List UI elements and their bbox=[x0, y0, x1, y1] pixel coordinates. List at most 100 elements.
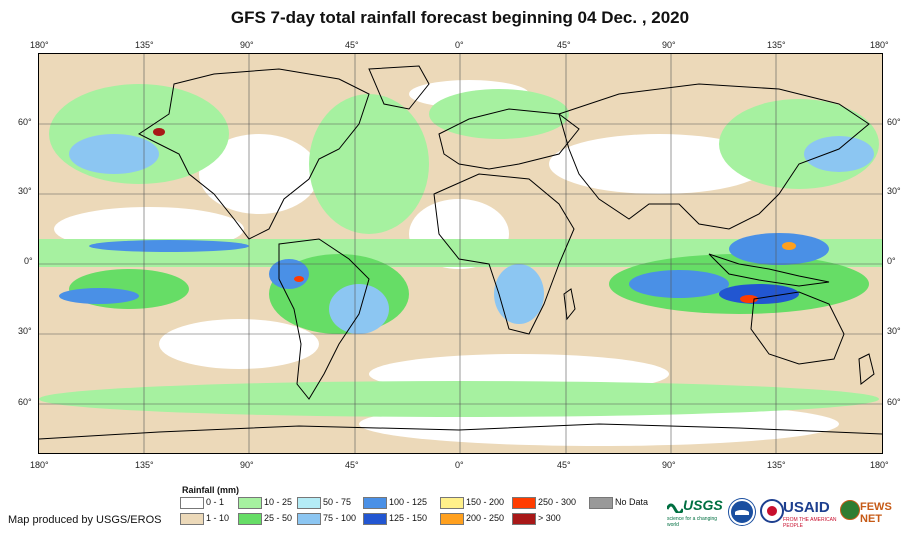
map-title: GFS 7-day total rainfall forecast beginn… bbox=[230, 8, 690, 27]
legend-swatch bbox=[297, 497, 321, 509]
bottom-lon-label: 135° bbox=[767, 460, 786, 470]
top-lon-label: 180° bbox=[870, 40, 889, 50]
left-lat-label: 60° bbox=[18, 397, 32, 407]
rainfall-area bbox=[329, 284, 389, 334]
legend-label: 250 - 300 bbox=[538, 497, 577, 507]
usaid-logo: USAID FROM THE AMERICAN PEOPLE bbox=[783, 499, 843, 529]
north-america-outline bbox=[138, 68, 370, 240]
left-lat-label: 30° bbox=[18, 326, 32, 336]
right-lat-label: 60° bbox=[887, 397, 901, 407]
legend-swatch bbox=[589, 497, 613, 509]
right-lat-label: 30° bbox=[887, 186, 901, 196]
bottom-lon-label: 45° bbox=[557, 460, 571, 470]
legend-label: 10 - 25 bbox=[264, 497, 293, 507]
coastlines bbox=[39, 65, 882, 440]
top-lon-label: 180° bbox=[30, 40, 49, 50]
usaid-text: USAID bbox=[783, 499, 830, 516]
top-lon-label: 90° bbox=[240, 40, 254, 50]
rainfall-area bbox=[269, 259, 309, 289]
legend-label: 200 - 250 bbox=[466, 513, 505, 523]
legend-swatch bbox=[363, 513, 387, 525]
bottom-lon-label: 135° bbox=[135, 460, 154, 470]
rainfall-map[interactable] bbox=[38, 53, 883, 454]
top-lon-label: 90° bbox=[662, 40, 676, 50]
fewsnet-text: FEWS NET bbox=[860, 501, 892, 525]
rainfall-area bbox=[89, 240, 249, 252]
madagascar-outline bbox=[563, 288, 576, 321]
legend-label: 25 - 50 bbox=[264, 513, 293, 523]
top-lon-label: 45° bbox=[345, 40, 359, 50]
legend-label: 125 - 150 bbox=[389, 513, 428, 523]
africa-outline bbox=[433, 173, 575, 335]
rainfall-area bbox=[782, 242, 796, 250]
right-lat-label: 0° bbox=[887, 256, 896, 266]
rainfall-area bbox=[69, 134, 159, 174]
graticule bbox=[39, 54, 882, 453]
usgs-wave-icon bbox=[667, 503, 683, 513]
legend-label: > 300 bbox=[538, 513, 561, 523]
legend-swatch bbox=[440, 513, 464, 525]
usaid-tagline: FROM THE AMERICAN PEOPLE bbox=[783, 517, 837, 529]
legend-label: 75 - 100 bbox=[323, 513, 357, 523]
europe-outline bbox=[438, 108, 580, 170]
left-lat-label: 0° bbox=[24, 256, 33, 266]
rainfall-area bbox=[429, 89, 569, 139]
bottom-lon-label: 180° bbox=[30, 460, 49, 470]
top-lon-label: 0° bbox=[455, 40, 464, 50]
legend-swatch bbox=[363, 497, 387, 509]
rainfall-area bbox=[494, 264, 544, 324]
greenland-outline bbox=[368, 65, 430, 110]
rainfall-area bbox=[729, 233, 829, 265]
rainfall-area bbox=[609, 254, 869, 314]
rainfall-area bbox=[39, 381, 879, 417]
fewsnet-globe-icon bbox=[840, 500, 860, 520]
australia-outline bbox=[750, 291, 845, 365]
new-zealand-outline bbox=[858, 353, 875, 385]
legend-label: 150 - 200 bbox=[466, 497, 505, 507]
bottom-lon-label: 45° bbox=[345, 460, 359, 470]
legend-title: Rainfall (mm) bbox=[182, 485, 240, 495]
rainfall-map-svg bbox=[39, 54, 882, 453]
legend-swatch bbox=[180, 513, 204, 525]
bottom-lon-label: 90° bbox=[240, 460, 254, 470]
indonesia-outline bbox=[708, 253, 830, 287]
rainfall-area bbox=[309, 94, 429, 234]
usgs-tagline: science for a changing world bbox=[667, 516, 718, 528]
top-lon-label: 45° bbox=[557, 40, 571, 50]
noaa-logo bbox=[729, 499, 755, 525]
noaa-gull-icon bbox=[735, 510, 749, 515]
rainfall-area bbox=[804, 136, 874, 172]
legend-swatch bbox=[440, 497, 464, 509]
legend-label: 0 - 1 bbox=[206, 497, 225, 507]
rainfall-area bbox=[294, 276, 304, 282]
rainfall-area bbox=[719, 284, 799, 304]
rainfall-area bbox=[59, 288, 139, 304]
top-lon-label: 135° bbox=[767, 40, 786, 50]
rainfall-area bbox=[159, 319, 319, 369]
legend-label: 1 - 10 bbox=[206, 513, 230, 523]
rainfall-area bbox=[549, 134, 769, 194]
legend-swatch bbox=[512, 513, 536, 525]
right-lat-label: 30° bbox=[887, 326, 901, 336]
legend-label: 100 - 125 bbox=[389, 497, 428, 507]
rainfall-area bbox=[629, 270, 729, 298]
credit-text: Map produced by USGS/EROS bbox=[8, 514, 162, 526]
bottom-lon-label: 0° bbox=[455, 460, 464, 470]
top-lon-label: 135° bbox=[135, 40, 154, 50]
asia-outline bbox=[558, 83, 870, 230]
legend-swatch bbox=[180, 497, 204, 509]
fewsnet-logo: FEWS NET bbox=[840, 499, 916, 525]
left-lat-label: 30° bbox=[18, 186, 32, 196]
usaid-seal-icon bbox=[760, 499, 784, 523]
right-lat-label: 60° bbox=[887, 117, 901, 127]
legend-label: 50 - 75 bbox=[323, 497, 352, 507]
bottom-lon-label: 90° bbox=[662, 460, 676, 470]
left-lat-label: 60° bbox=[18, 117, 32, 127]
usgs-text: USGS bbox=[683, 497, 723, 513]
legend-swatch bbox=[512, 497, 536, 509]
antarctica-outline bbox=[39, 423, 882, 440]
legend-swatch bbox=[238, 497, 262, 509]
legend-swatch bbox=[297, 513, 321, 525]
south-america-outline bbox=[278, 238, 370, 400]
bottom-lon-label: 180° bbox=[870, 460, 889, 470]
